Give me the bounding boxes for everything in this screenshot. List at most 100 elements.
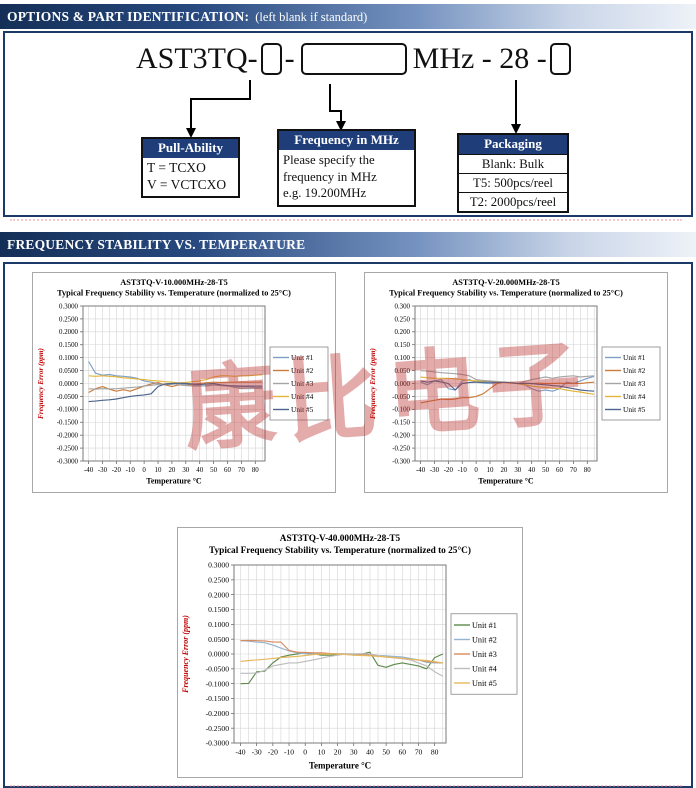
svg-text:-0.3000: -0.3000	[206, 739, 230, 748]
svg-text:0.0500: 0.0500	[208, 635, 229, 644]
svg-text:0: 0	[142, 467, 146, 474]
svg-text:-30: -30	[252, 748, 262, 757]
svg-text:80: 80	[431, 748, 439, 757]
svg-text:-20: -20	[112, 467, 122, 474]
frequency-title: Frequency in MHz	[279, 131, 414, 150]
svg-text:0.2000: 0.2000	[59, 329, 79, 336]
options-header-note: (left blank if standard)	[255, 10, 368, 24]
svg-text:60: 60	[399, 748, 407, 757]
svg-text:10: 10	[487, 467, 494, 474]
legend: Unit #1 Unit #2 Unit #3 Unit #4 Unit #5	[269, 346, 329, 421]
svg-text:-10: -10	[126, 467, 136, 474]
svg-text:Unit #3: Unit #3	[291, 379, 314, 388]
svg-text:20: 20	[500, 467, 507, 474]
frequency-body: Please specify the frequency in MHz e.g.…	[279, 150, 414, 205]
pull-connector-line	[190, 80, 251, 129]
connector-lines	[186, 80, 521, 138]
svg-text:30: 30	[182, 467, 189, 474]
svg-text:Unit #1: Unit #1	[291, 353, 314, 362]
chart-10mhz: AST3TQ-V-10.000MHz-28-T5 Typical Frequenc…	[32, 272, 336, 493]
svg-text:Unit #5: Unit #5	[472, 679, 497, 688]
part-number-row: AST3TQ- - MHz - 28 -	[136, 42, 574, 76]
series-line-unit-2	[420, 381, 595, 404]
svg-text:-20: -20	[444, 467, 454, 474]
svg-text:0.0500: 0.0500	[59, 368, 79, 375]
part-number-dash: -	[284, 42, 295, 75]
pull-arrow-icon	[186, 128, 196, 138]
frequency-arrow-icon	[336, 121, 346, 131]
plot-frame	[414, 305, 598, 462]
svg-text:-10: -10	[284, 748, 294, 757]
scan-artifact-line	[10, 219, 682, 221]
plot-frame	[82, 305, 266, 462]
svg-text:30: 30	[514, 467, 521, 474]
svg-text:70: 70	[238, 467, 245, 474]
svg-text:0.300: 0.300	[394, 303, 410, 310]
series-line-unit-1	[240, 651, 444, 685]
svg-text:50: 50	[542, 467, 549, 474]
svg-text:-30: -30	[98, 467, 108, 474]
svg-text:Unit #4: Unit #4	[291, 392, 314, 401]
options-header-banner: OPTIONS & PART IDENTIFICATION: (left blan…	[0, 4, 696, 29]
svg-text:40: 40	[366, 748, 374, 757]
part-number-prefix: AST3TQ-	[136, 42, 258, 75]
svg-text:Unit #1: Unit #1	[472, 621, 497, 630]
svg-text:-0.150: -0.150	[392, 420, 410, 427]
svg-text:Frequency Error (ppm): Frequency Error (ppm)	[368, 348, 377, 419]
svg-text:0.200: 0.200	[394, 329, 410, 336]
svg-text:-40: -40	[235, 748, 245, 757]
scan-artifact-line	[10, 785, 682, 787]
svg-text:20: 20	[168, 467, 175, 474]
series-line-unit-4	[88, 374, 263, 384]
plot-frame	[233, 564, 447, 744]
frequency-callout: Frequency in MHz Please specify the freq…	[277, 129, 416, 207]
svg-text:0.050: 0.050	[394, 368, 410, 375]
svg-text:-40: -40	[416, 467, 426, 474]
options-header-title: OPTIONS & PART IDENTIFICATION:	[7, 9, 250, 24]
svg-text:-0.1000: -0.1000	[57, 407, 79, 414]
svg-text:Typical Frequency Stability vs: Typical Frequency Stability vs. Temperat…	[57, 289, 291, 298]
svg-text:-0.2500: -0.2500	[57, 445, 79, 452]
chart-svg: AST3TQ-V-20.000MHz-28-T5 Typical Frequenc…	[368, 278, 661, 485]
packaging-callout: Packaging Blank: Bulk T5: 500pcs/reel T2…	[457, 133, 569, 213]
svg-text:0.1000: 0.1000	[208, 620, 229, 629]
svg-text:0.150: 0.150	[394, 342, 410, 349]
svg-text:0.3000: 0.3000	[59, 303, 79, 310]
svg-text:20: 20	[334, 748, 342, 757]
packaging-arrow-icon	[511, 124, 521, 134]
svg-text:0: 0	[303, 748, 307, 757]
packaging-title: Packaging	[459, 135, 567, 154]
series-line-unit-3	[420, 370, 595, 385]
part-number-suffix: MHz - 28 -	[412, 42, 547, 75]
pull-ability-row: T = TCXO	[147, 160, 206, 175]
svg-text:0.250: 0.250	[394, 316, 410, 323]
svg-text:10: 10	[318, 748, 326, 757]
svg-text:70: 70	[570, 467, 577, 474]
svg-text:-0.100: -0.100	[392, 407, 410, 414]
svg-text:80: 80	[252, 467, 259, 474]
svg-text:0.100: 0.100	[394, 355, 410, 362]
svg-text:-10: -10	[458, 467, 468, 474]
svg-text:-20: -20	[268, 748, 278, 757]
svg-text:Unit #4: Unit #4	[472, 664, 497, 673]
svg-text:-0.1500: -0.1500	[57, 420, 79, 427]
svg-text:50: 50	[210, 467, 217, 474]
svg-text:Typical Frequency Stability vs: Typical Frequency Stability vs. Temperat…	[389, 289, 623, 298]
pull-ability-blank-box	[260, 43, 282, 75]
svg-text:0.000: 0.000	[394, 381, 410, 388]
svg-text:-0.1500: -0.1500	[206, 694, 230, 703]
svg-text:Temperature °C: Temperature °C	[146, 476, 202, 485]
svg-text:Unit #3: Unit #3	[623, 379, 646, 388]
svg-text:0.0000: 0.0000	[59, 381, 79, 388]
svg-text:-0.2000: -0.2000	[206, 709, 230, 718]
svg-text:10: 10	[155, 467, 162, 474]
svg-text:-0.0500: -0.0500	[57, 394, 79, 401]
svg-text:0.3000: 0.3000	[208, 561, 229, 570]
svg-text:0.1000: 0.1000	[59, 355, 79, 362]
svg-text:0.2000: 0.2000	[208, 590, 229, 599]
svg-text:-0.1000: -0.1000	[206, 679, 230, 688]
